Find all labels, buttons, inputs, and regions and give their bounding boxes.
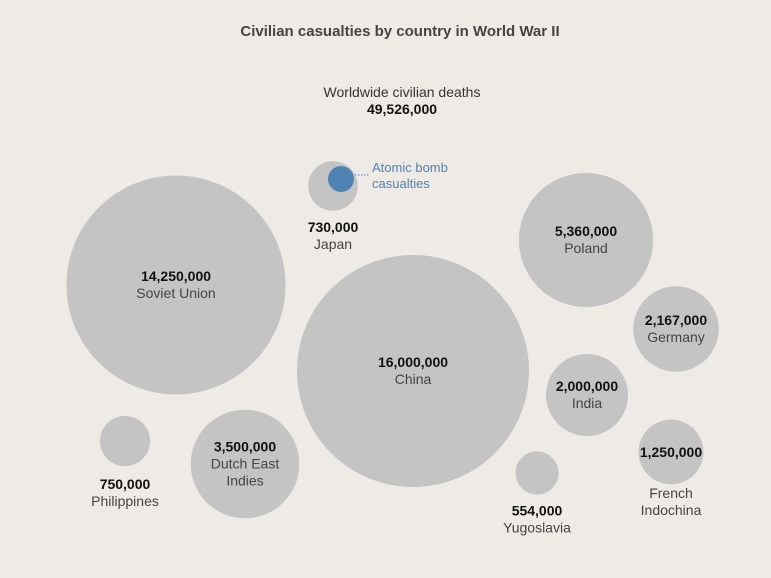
country-label-indies: Indies xyxy=(226,473,263,489)
country-label-yugoslavia: Yugoslavia xyxy=(503,520,571,536)
value-label-soviet-union: 14,250,000 xyxy=(141,268,211,284)
country-label-indochina: Indochina xyxy=(641,502,702,518)
bubble-china xyxy=(297,255,529,487)
bubble-philippines xyxy=(99,415,151,467)
country-label-philippines: Philippines xyxy=(91,493,159,509)
country-label-india: India xyxy=(572,395,603,411)
country-label-french: French xyxy=(649,485,693,501)
total-value: 49,526,000 xyxy=(367,101,437,117)
value-label-india: 2,000,000 xyxy=(556,378,618,394)
country-label-germany: Germany xyxy=(647,329,705,345)
atomic-bomb-bubble xyxy=(328,166,354,192)
value-label-japan: 730,000 xyxy=(308,219,359,235)
bubble-india xyxy=(546,354,628,436)
bubble-yugoslavia xyxy=(515,451,559,495)
country-label-japan: Japan xyxy=(314,236,352,252)
bubble-dutch-east-indies xyxy=(190,409,300,519)
country-label-china: China xyxy=(395,371,432,387)
value-label-french-indochina: 1,250,000 xyxy=(640,444,702,460)
value-label-poland: 5,360,000 xyxy=(555,223,617,239)
bubble-soviet-union xyxy=(66,175,286,395)
bubble-germany xyxy=(633,286,719,372)
annotation-text: Atomic bomb xyxy=(372,160,448,175)
value-label-dutch-east-indies: 3,500,000 xyxy=(214,439,276,455)
chart-title: Civilian casualties by country in World … xyxy=(240,23,559,40)
country-label-poland: Poland xyxy=(564,240,608,256)
bubble-french-indochina xyxy=(638,419,704,485)
value-label-germany: 2,167,000 xyxy=(645,312,707,328)
value-label-philippines: 750,000 xyxy=(100,476,151,492)
value-label-yugoslavia: 554,000 xyxy=(512,503,563,519)
total-label: Worldwide civilian deaths xyxy=(324,84,481,100)
value-label-china: 16,000,000 xyxy=(378,354,448,370)
country-label-dutch-east: Dutch East xyxy=(211,456,280,472)
bubbles-layer xyxy=(66,161,719,519)
bubble-poland xyxy=(518,172,654,308)
annotation-text: casualties xyxy=(372,176,430,191)
country-label-soviet-union: Soviet Union xyxy=(136,285,215,301)
